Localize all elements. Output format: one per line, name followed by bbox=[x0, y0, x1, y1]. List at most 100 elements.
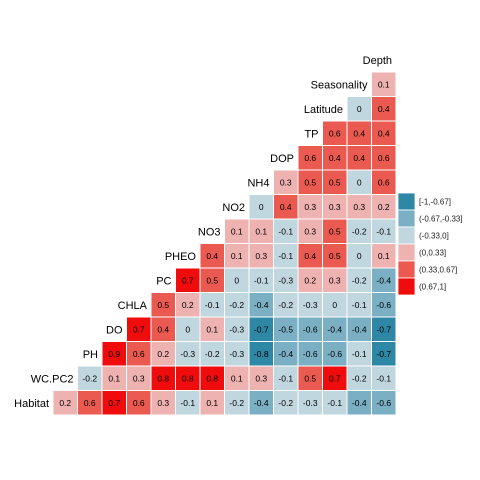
cell-value-label: 0.1 bbox=[231, 226, 243, 236]
cell-value-label: 0.7 bbox=[133, 324, 145, 334]
cell-value-label: 0.4 bbox=[378, 128, 390, 138]
legend-label: (0.33,0.67] bbox=[419, 266, 457, 275]
cell-value-label: 0.6 bbox=[133, 398, 145, 408]
row-label: NO3 bbox=[198, 226, 221, 238]
cell-value-label: -0.2 bbox=[352, 275, 367, 285]
cell-value-label: -0.2 bbox=[205, 349, 220, 359]
cell-value-label: -0.6 bbox=[327, 349, 342, 359]
cell-value-label: 0.6 bbox=[133, 349, 145, 359]
cell-value-label: 0.6 bbox=[378, 177, 390, 187]
cell-value-label: -0.4 bbox=[278, 349, 293, 359]
cell-value-label: 0.2 bbox=[157, 349, 169, 359]
cell-value-label: -0.4 bbox=[376, 275, 391, 285]
cell-value-label: -0.7 bbox=[376, 349, 391, 359]
cell-value-label: 0.1 bbox=[206, 398, 218, 408]
cell-value-label: -0.2 bbox=[229, 398, 244, 408]
cell-value-label: -0.1 bbox=[376, 373, 391, 383]
cell-value-label: -0.6 bbox=[376, 300, 391, 310]
cell-value-label: -0.1 bbox=[327, 398, 342, 408]
row-label: TP bbox=[304, 128, 318, 140]
cell-value-label: 0.7 bbox=[108, 398, 120, 408]
cell-value-label: 0.3 bbox=[157, 398, 169, 408]
cell-value-label: -0.1 bbox=[376, 226, 391, 236]
cell-value-label: 0.1 bbox=[231, 251, 243, 261]
cell-value-label: -0.6 bbox=[303, 324, 318, 334]
cell-value-label: 0.1 bbox=[206, 324, 218, 334]
cell-value-label: -0.2 bbox=[352, 373, 367, 383]
cell-value-label: -0.8 bbox=[254, 349, 269, 359]
legend-swatch bbox=[398, 193, 415, 210]
legend-label: (-0.67,-0.33] bbox=[419, 215, 463, 224]
cell-value-label: 0 bbox=[357, 104, 362, 114]
cell-value-label: -0.4 bbox=[254, 300, 269, 310]
cell-value-label: 0 bbox=[259, 202, 264, 212]
cell-value-label: -0.4 bbox=[352, 324, 367, 334]
cell-value-label: 0.4 bbox=[353, 153, 365, 163]
legend-label: (0.67,1] bbox=[419, 283, 446, 292]
row-label: WC.PC2 bbox=[31, 373, 74, 385]
cell-value-label: 0 bbox=[185, 324, 190, 334]
cell-value-label: 0.3 bbox=[353, 202, 365, 212]
cell-value-label: 0.1 bbox=[231, 373, 243, 383]
row-label: Latitude bbox=[304, 104, 343, 116]
cell-value-label: 0.3 bbox=[280, 177, 292, 187]
cell-value-label: -0.1 bbox=[352, 300, 367, 310]
cell-value-label: 0.3 bbox=[133, 373, 145, 383]
cell-value-label: 0.6 bbox=[84, 398, 96, 408]
row-label: DOP bbox=[270, 153, 294, 165]
cell-value-label: 0.5 bbox=[329, 226, 341, 236]
cell-value-label: -0.3 bbox=[303, 300, 318, 310]
cell-value-label: 0.1 bbox=[108, 373, 120, 383]
cell-value-label: -0.1 bbox=[278, 251, 293, 261]
cell-value-label: 0.5 bbox=[329, 251, 341, 261]
cell-value-label: -0.2 bbox=[278, 398, 293, 408]
cell-value-label: 0.6 bbox=[304, 153, 316, 163]
cell-value-label: 0 bbox=[357, 177, 362, 187]
legend-label: [-1,-0.67] bbox=[419, 198, 451, 207]
cell-value-label: 0 bbox=[234, 275, 239, 285]
row-label: Habitat bbox=[14, 398, 49, 410]
cell-value-label: -0.2 bbox=[352, 226, 367, 236]
cell-value-label: 0.1 bbox=[378, 79, 390, 89]
cell-value-label: 0.1 bbox=[378, 251, 390, 261]
cell-value-label: 0.2 bbox=[304, 275, 316, 285]
cell-value-label: 0.4 bbox=[353, 128, 365, 138]
cell-value-label: 0.3 bbox=[255, 251, 267, 261]
legend-swatch bbox=[398, 227, 415, 244]
legend-label: (0,0.33] bbox=[419, 249, 446, 258]
cell-value-label: 0.6 bbox=[378, 153, 390, 163]
row-label: PH bbox=[83, 349, 98, 361]
cell-value-label: 0 bbox=[332, 300, 337, 310]
row-label: CHLA bbox=[118, 300, 148, 312]
cell-value-label: -0.1 bbox=[278, 226, 293, 236]
cell-value-label: 0.8 bbox=[182, 373, 194, 383]
cell-value-label: -0.3 bbox=[180, 349, 195, 359]
cell-value-label: 0.1 bbox=[255, 226, 267, 236]
legend-label: (-0.33,0] bbox=[419, 232, 449, 241]
cell-value-label: -0.7 bbox=[376, 324, 391, 334]
cell-value-label: 0.4 bbox=[206, 251, 218, 261]
cell-value-label: 0.3 bbox=[329, 275, 341, 285]
cell-value-label: -0.7 bbox=[254, 324, 269, 334]
cell-value-label: -0.3 bbox=[229, 324, 244, 334]
cell-value-label: -0.2 bbox=[278, 300, 293, 310]
legend-swatch bbox=[398, 261, 415, 278]
cell-value-label: 0.5 bbox=[304, 373, 316, 383]
cell-value-label: 0.7 bbox=[182, 275, 194, 285]
cell-value-label: 0.2 bbox=[378, 202, 390, 212]
cell-value-label: 0.4 bbox=[304, 251, 316, 261]
row-label: DO bbox=[106, 324, 123, 336]
cell-value-label: -0.3 bbox=[303, 398, 318, 408]
cell-value-label: -0.1 bbox=[278, 373, 293, 383]
cell-value-label: -0.6 bbox=[303, 349, 318, 359]
cell-value-label: 0.7 bbox=[329, 373, 341, 383]
cell-value-label: 0.3 bbox=[304, 202, 316, 212]
row-label: PC bbox=[156, 275, 171, 287]
cell-value-label: 0.8 bbox=[206, 373, 218, 383]
cell-value-label: 0.3 bbox=[304, 226, 316, 236]
cell-value-label: 0.5 bbox=[304, 177, 316, 187]
cell-value-label: 0 bbox=[357, 251, 362, 261]
cell-value-label: -0.3 bbox=[278, 275, 293, 285]
